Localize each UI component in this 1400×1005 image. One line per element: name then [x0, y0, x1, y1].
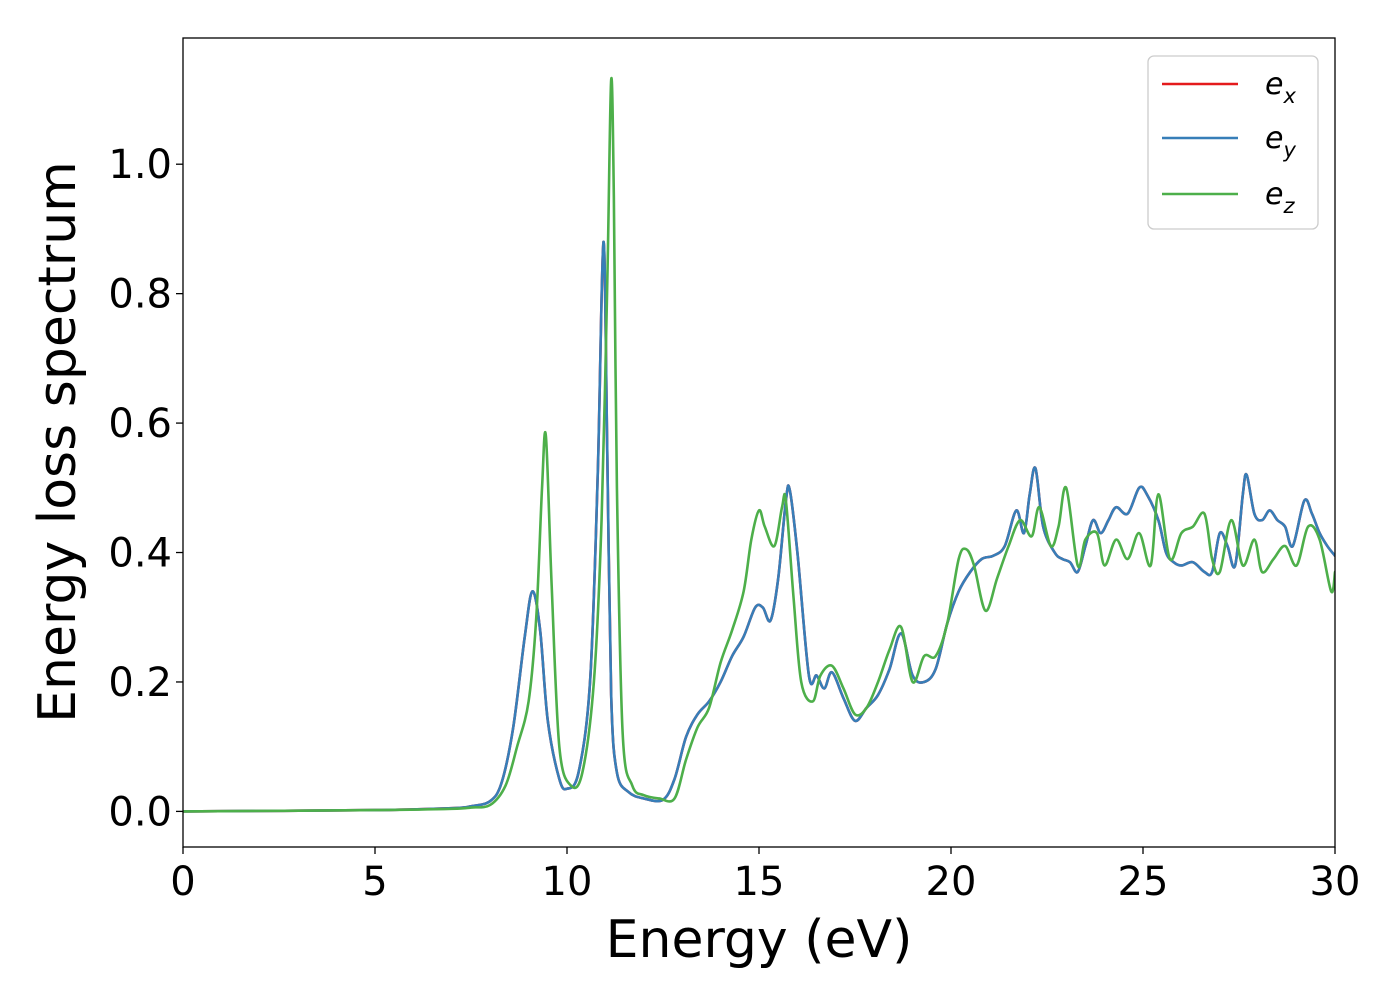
- y-tick-label: 0.4: [108, 531, 172, 577]
- series-layer: [183, 76, 1335, 813]
- x-tick-label: 0: [170, 859, 195, 905]
- x-tick-label: 20: [926, 859, 977, 905]
- series-line-y: [183, 240, 1335, 813]
- y-tick-label: 1.0: [108, 142, 172, 188]
- series-line-z: [183, 76, 1335, 813]
- x-tick-label: 10: [542, 859, 593, 905]
- y-tick-label: 0.6: [108, 401, 172, 447]
- y-tick-label: 0.8: [108, 272, 172, 318]
- legend-label-x: ex: [1265, 67, 1296, 108]
- x-tick-label: 15: [734, 859, 785, 905]
- x-axis-title: Energy (eV): [606, 910, 913, 970]
- y-tick-label: 0.0: [108, 789, 172, 835]
- x-tick-label: 30: [1310, 859, 1361, 905]
- x-axis: 0 5 10 15 20 25 30: [170, 847, 1360, 905]
- y-axis-title: Energy loss spectrum: [28, 161, 88, 723]
- x-tick-label: 25: [1118, 859, 1169, 905]
- legend-box: [1147, 55, 1319, 230]
- y-axis: 0.0 0.2 0.4 0.6 0.8 1.0: [108, 142, 183, 835]
- legend-label-y: ey: [1265, 121, 1296, 162]
- y-tick-label: 0.2: [108, 660, 172, 706]
- legend-label-z: ez: [1265, 177, 1295, 218]
- x-tick-label: 5: [362, 859, 387, 905]
- legend: ex ey ez: [1147, 55, 1319, 230]
- series-line-x: [183, 240, 1335, 813]
